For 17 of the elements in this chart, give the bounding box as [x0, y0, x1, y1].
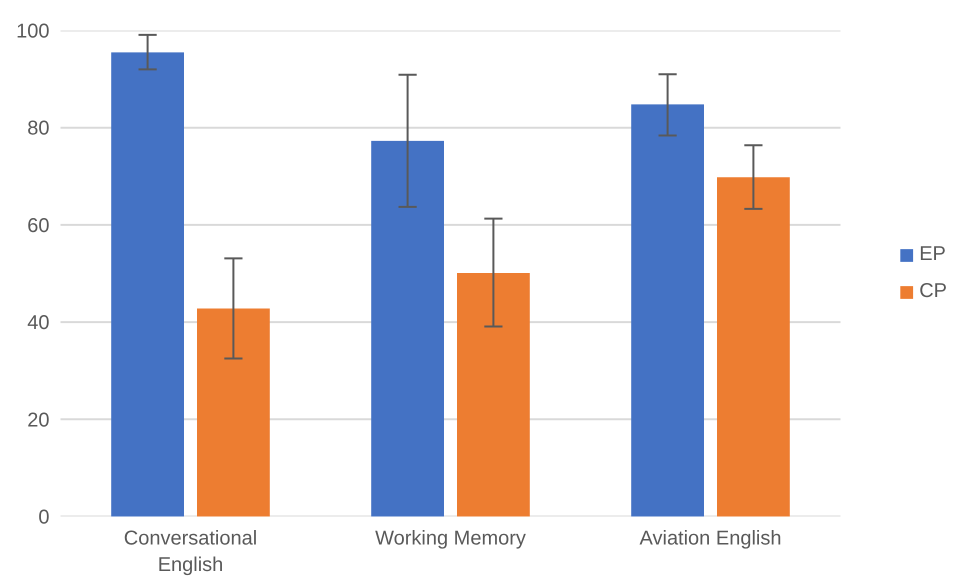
- legend-label: EP: [919, 243, 946, 266]
- x-tick-label: Working Memory: [375, 528, 526, 550]
- x-tick-label: Aviation English: [640, 528, 782, 550]
- bar: [457, 273, 530, 516]
- y-tick-label: 60: [27, 214, 50, 237]
- bar: [111, 52, 184, 516]
- y-tick-label: 100: [16, 20, 50, 42]
- bar: [717, 177, 790, 516]
- x-tick-label: Conversational English: [124, 528, 258, 576]
- legend-label: CP: [919, 280, 947, 303]
- y-tick-label: 40: [27, 312, 50, 334]
- bar: [631, 104, 704, 516]
- y-tick-label: 80: [27, 118, 50, 140]
- y-tick-label: 0: [38, 506, 50, 528]
- y-tick-label: 20: [27, 409, 50, 432]
- bar: [371, 140, 444, 516]
- bar: [197, 308, 270, 516]
